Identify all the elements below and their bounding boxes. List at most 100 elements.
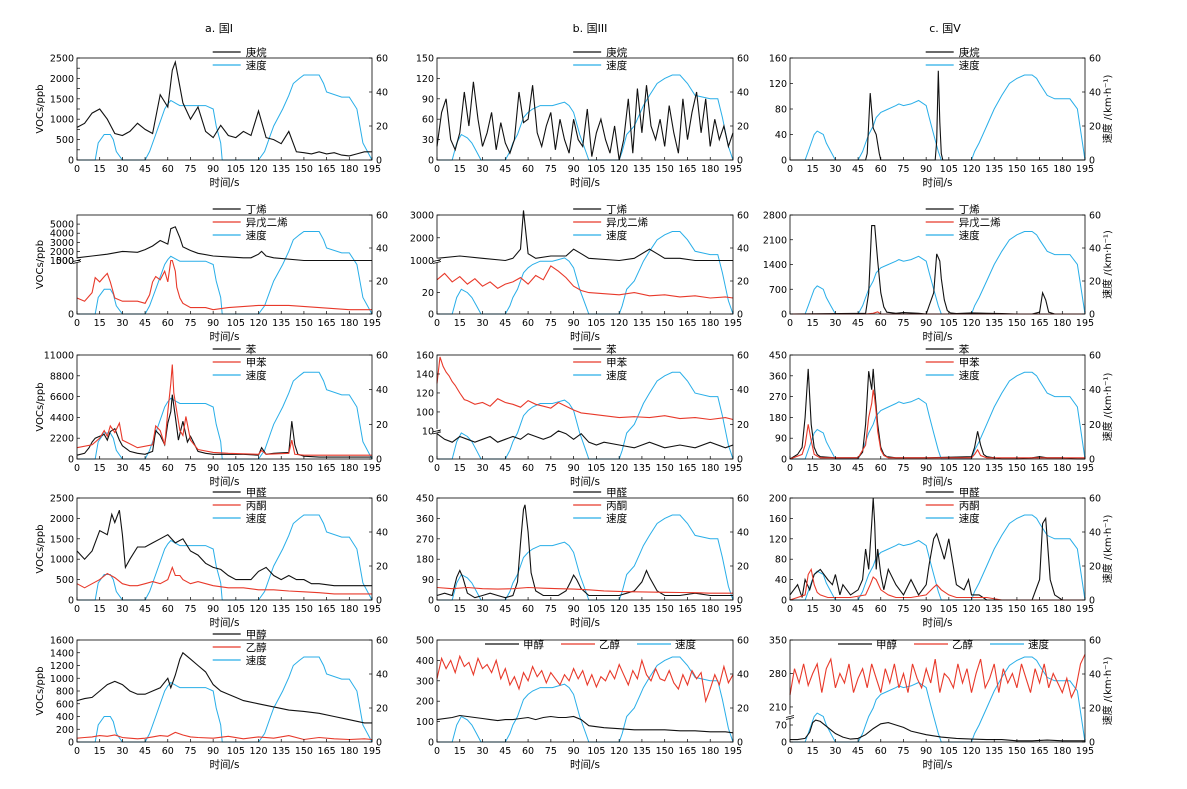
x-tick-label: 195 (1076, 318, 1094, 329)
x-tick-label: 90 (920, 746, 932, 757)
plot-frame (76, 354, 373, 460)
x-tick-label: 180 (340, 604, 358, 615)
y-tick-label: 10 (422, 426, 434, 437)
x-tick-label: 165 (678, 164, 696, 175)
x-tick-label: 15 (94, 318, 106, 329)
y-tick-label: 360 (769, 371, 787, 382)
right-tick-label: 60 (376, 54, 388, 65)
panel-b4: 0 15 30 45 60 75 90 105 120 135 150 165 180 195 时间/s 0 9… (416, 486, 749, 629)
right-tick-label: 20 (1089, 420, 1101, 431)
y-tick-label: 140 (416, 369, 434, 380)
series-line-1 (436, 586, 733, 594)
y-tick-label: 280 (769, 669, 787, 680)
series-line-0 (76, 60, 372, 157)
x-tick-label: 165 (318, 318, 336, 329)
right-tick-label: 60 (737, 211, 749, 222)
speed-line (790, 371, 1086, 460)
series-line-1 (76, 259, 372, 311)
y-tick-label: 2000 (410, 233, 434, 244)
y-tick-label: 350 (769, 636, 787, 647)
col-title-c: c. 国V (929, 22, 961, 35)
legend-label: 甲醛 (606, 486, 627, 499)
right-axis-label: 速度 /(km·h⁻¹) (1101, 75, 1114, 144)
right-tick-label: 20 (737, 704, 749, 715)
x-tick-label: 75 (184, 604, 196, 615)
y-tick-label: 2200 (50, 434, 74, 445)
x-tick-label: 15 (454, 318, 466, 329)
x-tick-label: 30 (116, 318, 128, 329)
right-tick-label: 40 (376, 528, 388, 539)
right-tick-label: 20 (376, 122, 388, 133)
x-tick-label: 120 (962, 604, 980, 615)
y-tick-label: 0 (428, 156, 434, 167)
x-tick-label: 90 (207, 318, 219, 329)
right-tick-label: 40 (1089, 670, 1101, 681)
x-tick-label: 195 (363, 164, 381, 175)
x-tick-label: 135 (633, 318, 651, 329)
y-tick-label: 2100 (763, 235, 787, 246)
right-tick-label: 0 (737, 156, 743, 167)
right-tick-label: 0 (376, 156, 382, 167)
x-tick-label: 165 (678, 746, 696, 757)
x-tick-label: 30 (476, 746, 488, 757)
x-tick-label: 150 (295, 604, 313, 615)
right-tick-label: 60 (376, 351, 388, 362)
y-tick-label: 400 (56, 712, 74, 723)
y-tick-label: 360 (416, 514, 434, 525)
right-tick-label: 0 (1089, 310, 1095, 321)
right-tick-label: 20 (376, 562, 388, 573)
series-line-0 (76, 226, 372, 262)
y-tick-label: 1500 (50, 534, 74, 545)
right-tick-label: 40 (737, 528, 749, 539)
x-tick-label: 180 (701, 318, 719, 329)
series-line-1 (789, 567, 1085, 601)
right-tick-label: 20 (1089, 704, 1101, 715)
x-tick-label: 15 (807, 604, 819, 615)
y-tick-label: 0 (68, 455, 74, 466)
legend-label: 速度 (246, 369, 267, 382)
y-tick-label: 400 (416, 656, 434, 667)
right-tick-label: 60 (1089, 351, 1101, 362)
x-tick-label: 105 (940, 463, 958, 474)
x-tick-label: 135 (985, 604, 1003, 615)
speed-line (77, 371, 373, 460)
right-tick-label: 0 (737, 738, 743, 749)
plot-frame (789, 214, 1086, 315)
plot-frame (436, 497, 734, 601)
legend-label: 甲醛 (246, 486, 267, 499)
x-tick-label: 90 (920, 604, 932, 615)
x-axis-label: 时间/s (570, 176, 600, 189)
legend-label: 丙酮 (606, 500, 627, 512)
x-tick-label: 120 (249, 604, 267, 615)
speed-line (77, 231, 373, 315)
speed-line (790, 74, 1086, 161)
x-tick-label: 165 (318, 463, 336, 474)
x-tick-label: 30 (116, 604, 128, 615)
y-tick-label: 0 (781, 738, 787, 749)
series-line-0 (436, 81, 734, 161)
y-tick-label: 0 (781, 310, 787, 321)
panel-a4: 0 15 30 45 60 75 90 105 120 135 150 165 180 195 时间/s 0 5… (35, 486, 388, 629)
legend-label: 速度 (959, 512, 980, 525)
y-tick-label: 500 (416, 636, 434, 647)
x-tick-label: 60 (162, 164, 174, 175)
x-tick-label: 150 (656, 164, 674, 175)
right-tick-label: 0 (376, 455, 382, 466)
x-tick-label: 90 (568, 463, 580, 474)
x-tick-label: 90 (568, 746, 580, 757)
right-tick-label: 0 (737, 455, 743, 466)
legend-label: 丙酮 (959, 500, 980, 512)
speed-line (437, 231, 734, 315)
plot-frame (76, 57, 373, 161)
plot-frame (436, 57, 734, 161)
series-line-0 (789, 497, 1085, 601)
x-tick-label: 45 (139, 604, 151, 615)
x-tick-label: 120 (249, 746, 267, 757)
x-tick-label: 105 (587, 604, 605, 615)
y-tick-label: 20 (422, 288, 434, 299)
x-tick-label: 45 (139, 318, 151, 329)
axis-break-mark (785, 715, 795, 718)
col-title-b: b. 国III (573, 22, 608, 35)
panel-c4: 0 15 30 45 60 75 90 105 120 135 150 165 180 195 时间/s 0 4… (769, 486, 1114, 629)
